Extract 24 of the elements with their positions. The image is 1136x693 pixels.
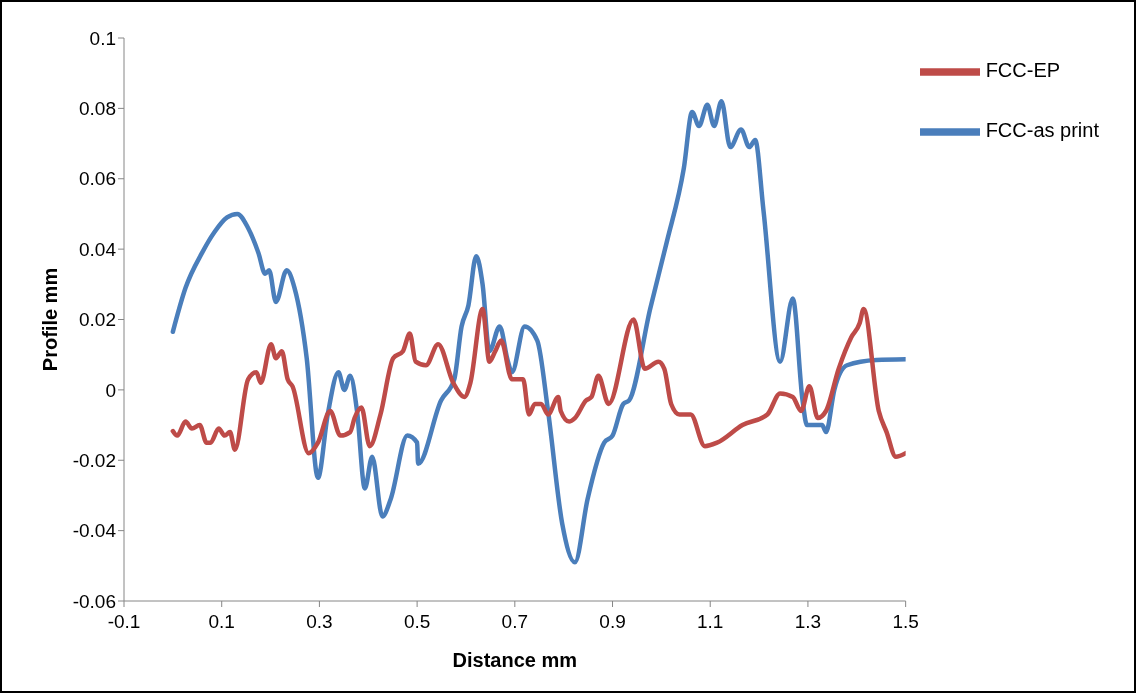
legend-label: FCC-EP (985, 59, 1061, 82)
line-series (170, 99, 906, 565)
line-series (170, 306, 906, 459)
x-tick-label: 0.7 (501, 611, 529, 633)
x-tick-label: 0.5 (403, 611, 431, 633)
x-tick-label: 1.1 (697, 611, 724, 633)
x-tick-label: 0.1 (208, 611, 235, 633)
x-axis-title: Distance mm (452, 649, 578, 671)
x-tick-label: 0.3 (306, 611, 333, 633)
x-tick-label: -0.1 (107, 611, 141, 633)
y-tick-label: -0.02 (72, 449, 116, 471)
x-tick-label: 0.9 (599, 611, 626, 633)
y-tick-label: 0.02 (79, 309, 116, 331)
y-axis-title: Profile mm (39, 267, 62, 372)
y-tick-label: 0.08 (79, 98, 116, 120)
x-tick-label: 1.3 (794, 611, 822, 633)
y-tick-label: -0.04 (72, 520, 117, 542)
legend-label: FCC-as print (985, 119, 1099, 142)
y-tick-label: 0 (105, 379, 116, 401)
x-tick-label: 1.5 (892, 611, 919, 633)
y-tick-label: 0.06 (79, 168, 116, 190)
y-tick-label: 0.1 (89, 27, 116, 49)
y-tick-label: -0.06 (72, 590, 116, 612)
y-tick-label: 0.04 (79, 238, 117, 260)
